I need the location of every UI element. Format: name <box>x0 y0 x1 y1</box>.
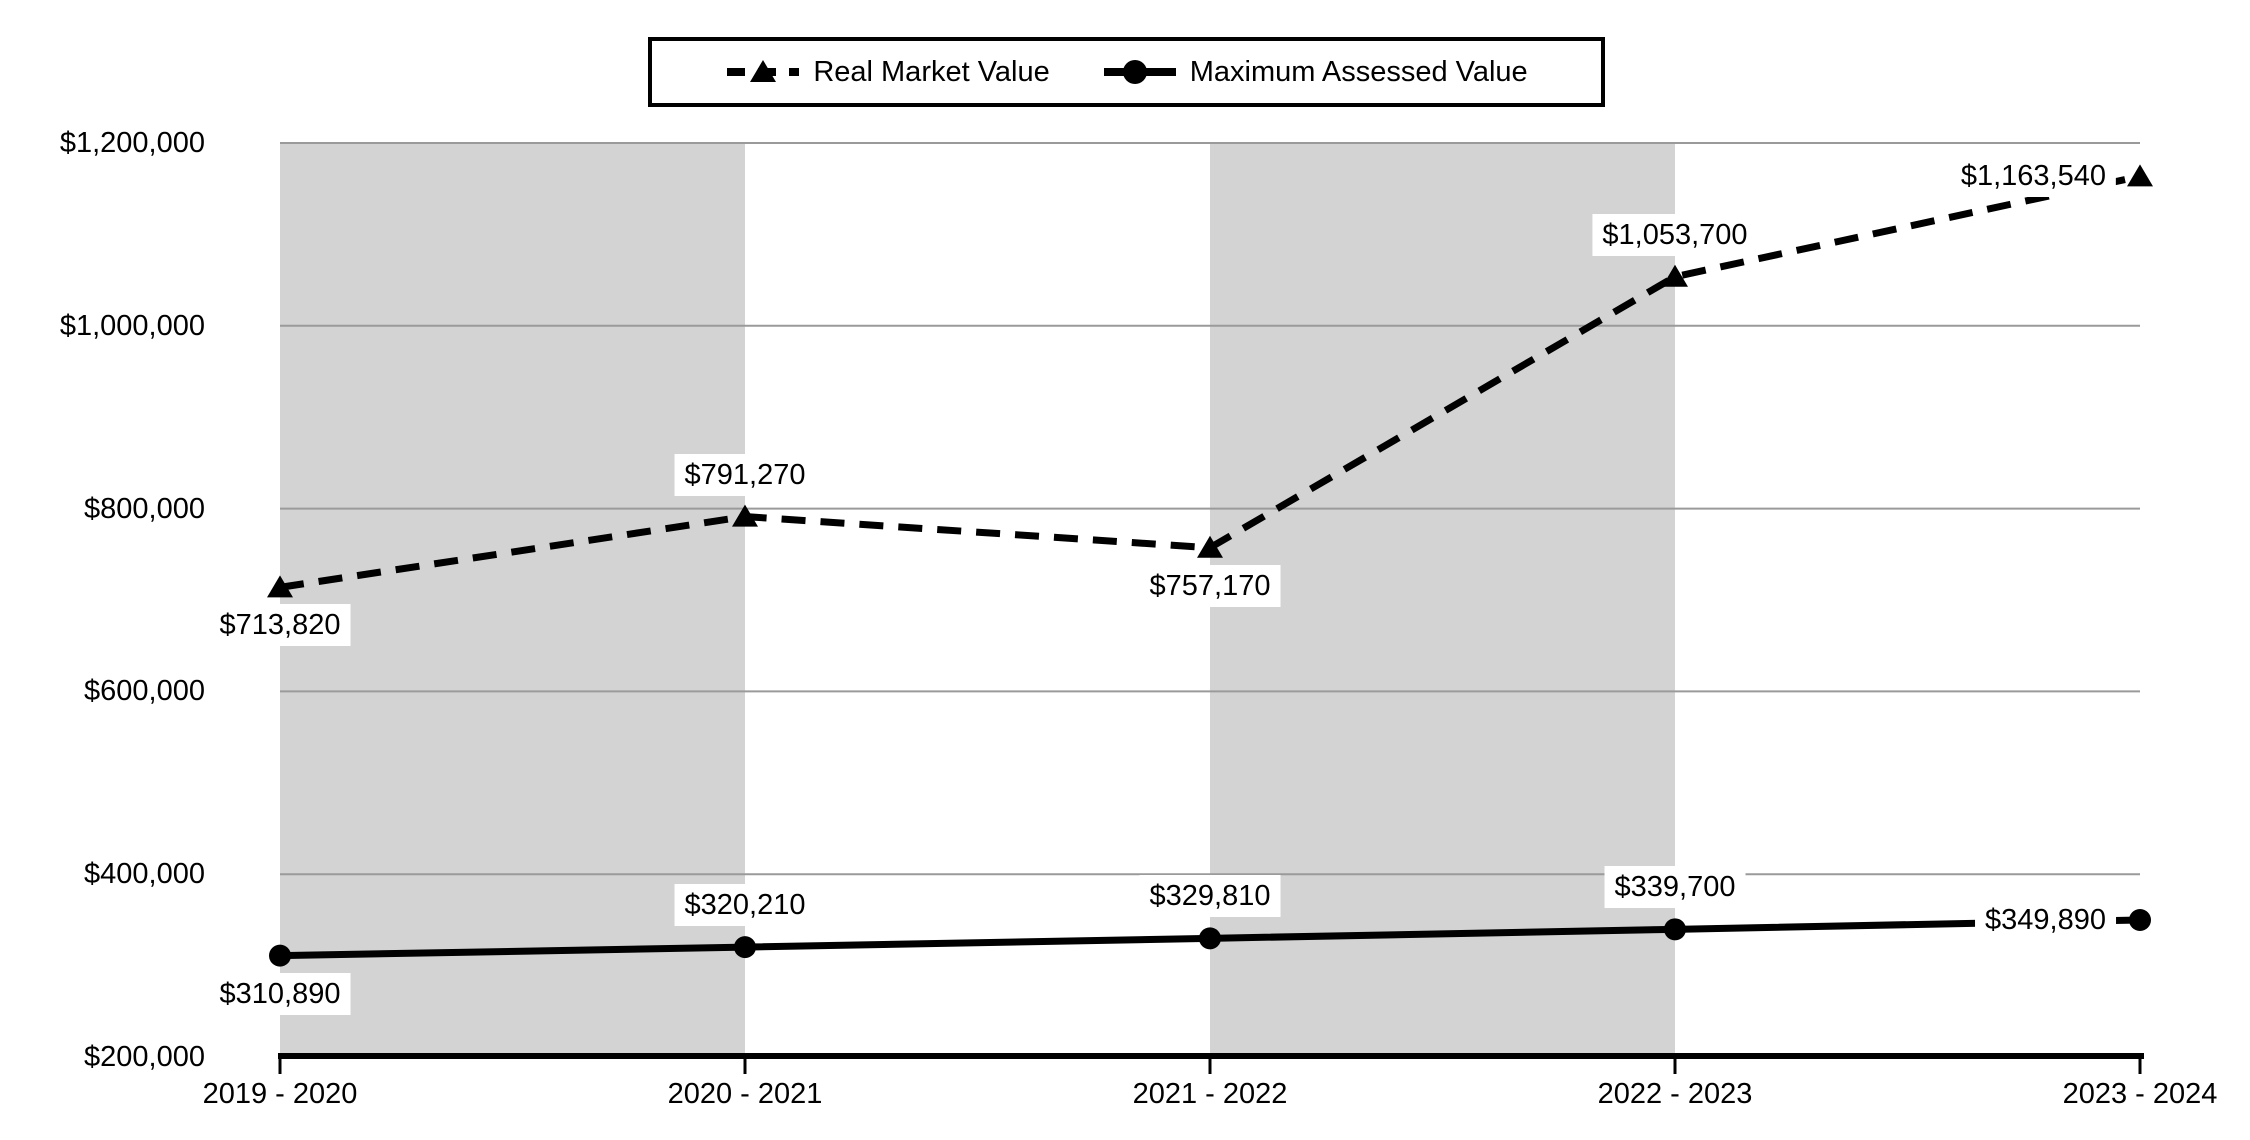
triangle-marker <box>1197 535 1223 558</box>
triangle-marker <box>2127 164 2153 187</box>
legend-item-real-market-value: Real Market Value <box>725 55 1050 89</box>
circle-marker <box>734 936 756 959</box>
legend-item-maximum-assessed-value: Maximum Assessed Value <box>1102 55 1528 89</box>
triangle-marker <box>732 504 758 527</box>
circle-marker <box>269 944 291 967</box>
legend: Real Market Value Maximum Assessed Value <box>648 37 1605 107</box>
circle-marker <box>2129 909 2151 932</box>
solid-line-circle-icon <box>1103 60 1176 84</box>
triangle-marker <box>267 575 293 598</box>
circle-marker <box>1664 918 1686 941</box>
dashed-line-triangle-icon <box>727 60 800 82</box>
circle-marker <box>1199 927 1221 950</box>
shaded-band <box>1210 143 1675 1055</box>
legend-label-real-market-value: Real Market Value <box>813 56 1050 88</box>
triangle-marker <box>1662 264 1688 287</box>
legend-label-maximum-assessed-value: Maximum Assessed Value <box>1189 56 1528 88</box>
shaded-band <box>280 143 745 1055</box>
